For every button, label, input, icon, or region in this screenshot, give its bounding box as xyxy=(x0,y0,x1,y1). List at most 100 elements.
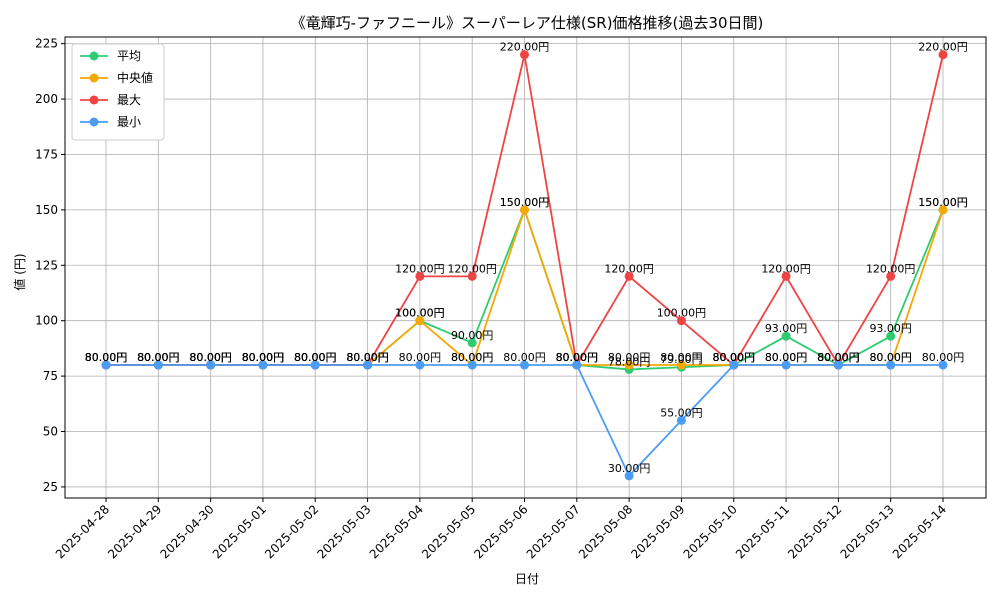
data-label: 80.00円 xyxy=(189,351,232,364)
data-label: 80.00円 xyxy=(451,351,494,364)
x-tick-label: 2025-05-02 xyxy=(262,502,321,561)
data-label: 80.00円 xyxy=(346,351,389,364)
data-point xyxy=(833,360,843,370)
data-point xyxy=(624,360,634,370)
data-label: 80.00円 xyxy=(922,351,965,364)
data-label: 80.00円 xyxy=(503,351,546,364)
y-tick-label: 125 xyxy=(35,258,58,272)
data-point xyxy=(520,205,529,215)
data-point xyxy=(467,338,477,348)
x-tick-label: 2025-05-01 xyxy=(210,502,269,561)
data-label: 80.00円 xyxy=(85,351,128,364)
data-label: 80.00円 xyxy=(137,351,180,364)
data-label: 100.00円 xyxy=(395,307,445,320)
data-label: 80.00円 xyxy=(137,351,180,364)
data-label: 80.00円 xyxy=(817,351,860,364)
data-point xyxy=(624,271,634,281)
x-tick-label: 2025-05-06 xyxy=(471,502,530,561)
data-label: 80.00円 xyxy=(294,351,337,364)
x-tick-label: 2025-05-13 xyxy=(838,502,897,561)
x-tick-label: 2025-05-09 xyxy=(628,502,687,561)
x-tick-label: 2025-05-08 xyxy=(576,502,635,561)
data-label: 79.00円 xyxy=(660,353,703,366)
data-label: 90.00円 xyxy=(451,329,494,342)
data-label: 30.00円 xyxy=(608,462,651,475)
data-label: 80.00円 xyxy=(556,351,599,364)
data-label: 80.00円 xyxy=(817,351,860,364)
data-point xyxy=(729,360,739,370)
y-tick-label: 75 xyxy=(43,369,58,383)
data-point xyxy=(258,360,268,370)
data-label: 80.00円 xyxy=(765,351,808,364)
x-tick-label: 2025-04-28 xyxy=(53,502,112,561)
data-point xyxy=(781,331,791,341)
data-point xyxy=(676,415,686,425)
data-label: 93.00円 xyxy=(765,322,808,335)
data-label: 80.00円 xyxy=(713,351,756,364)
data-label: 80.00円 xyxy=(294,351,337,364)
x-tick-label: 2025-05-07 xyxy=(524,502,583,561)
data-label: 80.00円 xyxy=(85,351,128,364)
data-point xyxy=(415,360,425,370)
data-label: 80.00円 xyxy=(346,351,389,364)
data-label: 93.00円 xyxy=(869,322,912,335)
legend-label: 中央値 xyxy=(117,70,153,85)
data-point xyxy=(310,360,320,370)
data-label: 80.00円 xyxy=(346,351,389,364)
data-label: 80.00円 xyxy=(713,351,756,364)
data-label: 80.00円 xyxy=(242,351,285,364)
data-point xyxy=(886,271,896,281)
data-label: 120.00円 xyxy=(604,262,654,275)
data-point xyxy=(101,360,111,370)
data-label: 78.00円 xyxy=(608,355,651,368)
data-point xyxy=(938,205,948,215)
data-label: 80.00円 xyxy=(556,351,599,364)
legend-swatch-marker xyxy=(89,95,99,105)
data-label: 150.00円 xyxy=(918,196,968,209)
data-label: 80.00円 xyxy=(85,351,128,364)
x-tick-label: 2025-05-04 xyxy=(367,502,426,561)
x-tick-label: 2025-05-12 xyxy=(785,502,844,561)
y-tick-label: 225 xyxy=(35,37,58,51)
data-label: 80.00円 xyxy=(242,351,285,364)
data-label: 220.00円 xyxy=(918,41,968,54)
y-tick-label: 100 xyxy=(35,314,58,328)
x-axis-label: 日付 xyxy=(515,572,539,586)
data-label: 220.00円 xyxy=(500,41,550,54)
x-tick-label: 2025-04-30 xyxy=(158,502,217,561)
data-label: 80.00円 xyxy=(765,351,808,364)
data-point xyxy=(886,360,896,370)
data-label: 80.00円 xyxy=(608,351,651,364)
data-label: 80.00円 xyxy=(242,351,285,364)
data-label: 80.00円 xyxy=(85,351,128,364)
data-point xyxy=(415,316,425,326)
data-label: 80.00円 xyxy=(294,351,337,364)
data-point xyxy=(153,360,163,370)
data-point xyxy=(572,360,582,370)
legend-swatch-marker xyxy=(89,117,99,127)
x-tick-label: 2025-05-03 xyxy=(314,502,373,561)
data-label: 100.00円 xyxy=(395,307,445,320)
data-point xyxy=(886,331,896,341)
data-point xyxy=(520,50,529,60)
data-point xyxy=(676,316,686,326)
data-point xyxy=(938,360,948,370)
data-label: 80.00円 xyxy=(660,351,703,364)
data-label: 120.00円 xyxy=(447,262,497,275)
data-label: 150.00円 xyxy=(500,196,550,209)
data-point xyxy=(938,50,948,60)
legend-swatch-marker xyxy=(89,51,99,61)
data-label: 80.00円 xyxy=(817,351,860,364)
data-point xyxy=(676,360,686,370)
data-point xyxy=(363,360,373,370)
data-label: 80.00円 xyxy=(346,351,389,364)
y-tick-label: 25 xyxy=(43,480,58,494)
data-label: 80.00円 xyxy=(451,351,494,364)
data-point xyxy=(624,471,634,481)
data-label: 100.00円 xyxy=(657,307,707,320)
data-point xyxy=(781,271,791,281)
data-point xyxy=(206,360,216,370)
